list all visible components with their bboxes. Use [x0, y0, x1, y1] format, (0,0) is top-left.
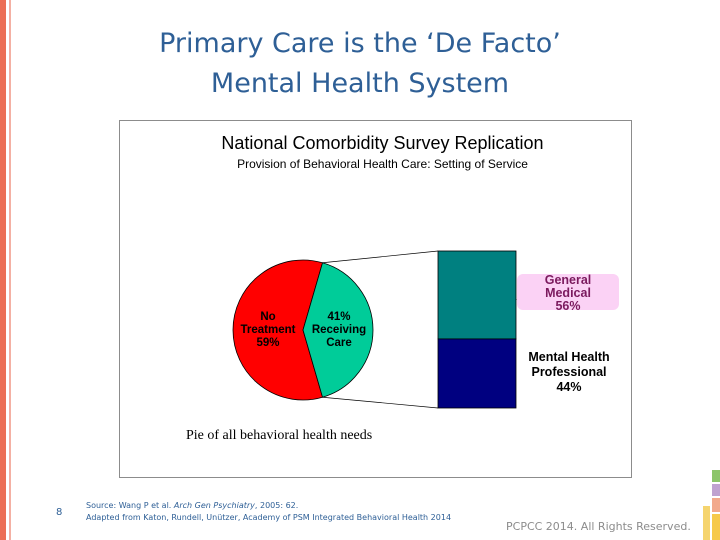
general-medical-label: General Medical 56% — [517, 273, 619, 313]
chart-caption: Pie of all behavioral health needs — [186, 428, 373, 443]
receiving-care-label-line3: Care — [326, 337, 352, 349]
no-treatment-label-line1: No — [260, 311, 276, 323]
no-treatment-label-line3: 59% — [256, 337, 280, 349]
no-treatment-label-line2: Treatment — [240, 324, 296, 336]
receiving-care-label-line1: 41% — [327, 311, 351, 323]
receiving-care-label-line2: Receiving — [311, 324, 367, 336]
pie-of-bar-chart — [232, 250, 540, 409]
general-medical-label-line3: 56% — [555, 299, 581, 313]
chart-frame: National Comorbidity Survey Replication … — [119, 120, 632, 478]
left-accent-bar — [0, 0, 6, 540]
connector-line-top — [322, 250, 439, 264]
left-accent-line — [9, 0, 11, 540]
bar-segment-mental-health — [437, 338, 517, 409]
source-line1-prefix: Source: Wang P et al. — [86, 501, 174, 510]
mental-health-label: Mental Health Professional 44% — [516, 350, 622, 395]
slide-title-line2: Mental Health System — [210, 68, 510, 99]
decor-block-yellow-2 — [703, 506, 710, 540]
decor-block-yellow — [712, 514, 720, 540]
source-line2: Adapted from Katon, Rundell, Unützer, Ac… — [86, 513, 452, 522]
mental-health-label-line1: Mental Health — [528, 350, 610, 364]
source-line1: Source: Wang P et al. Arch Gen Psychiatr… — [86, 500, 451, 512]
chart-subtitle: Provision of Behavioral Health Care: Set… — [237, 157, 528, 171]
decor-block-green — [712, 470, 720, 482]
general-medical-label-line1: General — [544, 273, 592, 287]
decor-block-purple — [712, 484, 720, 496]
mental-health-label-line2: Professional — [531, 365, 607, 379]
copyright-text: PCPCC 2014. All Rights Reserved. — [506, 520, 691, 533]
general-medical-label-line2: Medical — [545, 286, 591, 300]
page-number: 8 — [56, 507, 63, 518]
mental-health-label-line3: 44% — [556, 380, 582, 394]
slide-title-line1: Primary Care is the ‘De Facto’ — [159, 28, 561, 59]
bar-segment-general-medical — [437, 250, 517, 340]
decor-block-salmon — [712, 498, 720, 512]
pie-slice-no-treatment — [232, 259, 324, 401]
no-treatment-label: No Treatment 59% — [228, 311, 308, 350]
source-line1-suffix: , 2005: 62. — [254, 501, 299, 510]
source-line1-journal: Arch Gen Psychiatry — [173, 501, 255, 510]
chart-title: National Comorbidity Survey Replication — [221, 133, 544, 153]
slide-title: Primary Care is the ‘De Facto’ Mental He… — [100, 24, 620, 104]
pie-slice-receiving-care — [302, 262, 374, 398]
receiving-care-label: 41% Receiving Care — [300, 311, 378, 350]
source-note: Source: Wang P et al. Arch Gen Psychiatr… — [86, 500, 451, 524]
connector-line-bottom — [322, 396, 439, 409]
